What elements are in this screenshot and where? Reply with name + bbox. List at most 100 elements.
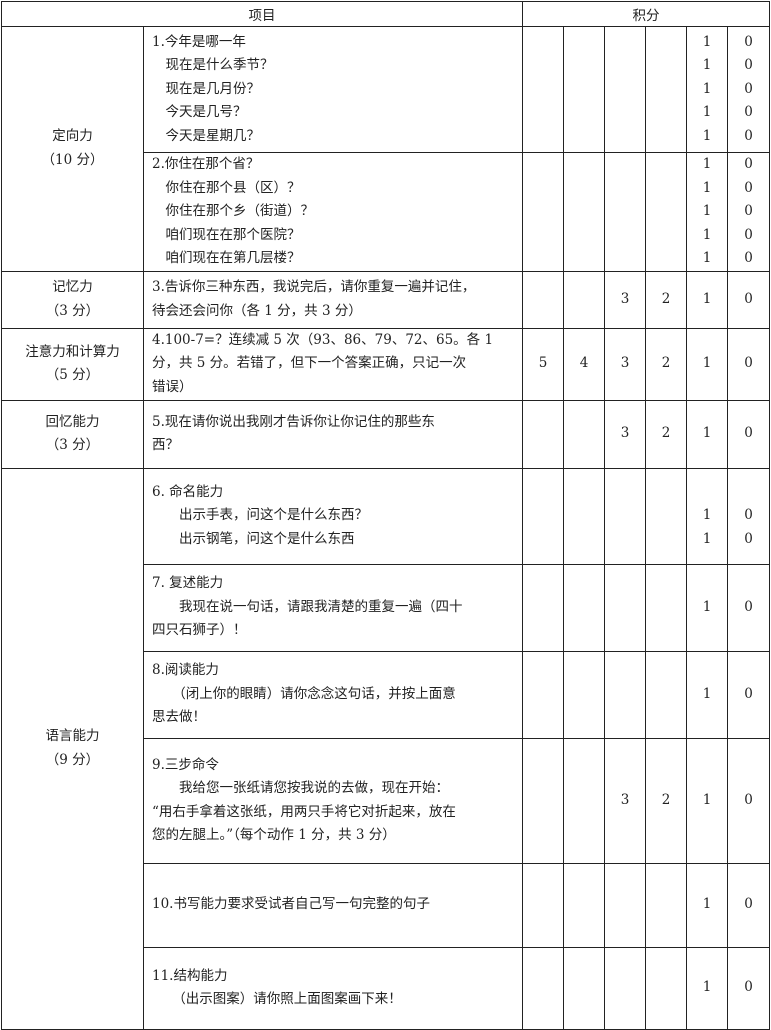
score-cell-1 <box>522 946 564 1030</box>
score-value: 1 <box>702 179 712 196</box>
score-cell-3 <box>604 563 646 652</box>
score-cell-6: 0 0 0 0 0 <box>726 152 771 272</box>
category-cell: 定向力 （10 分） <box>1 26 144 272</box>
score-cell-1 <box>522 152 564 272</box>
table-row: 注意力和计算力 （5 分） 4.100-7=？连续减 5 次（93、86、79、72… <box>1 327 771 401</box>
score-cell-1 <box>522 399 564 469</box>
score-cell-2 <box>563 737 605 864</box>
item-text-line: 待会还会问你（各 1 分，共 3 分） <box>152 302 362 319</box>
score-cell-4 <box>645 563 687 652</box>
score-value: 4 <box>579 355 589 372</box>
score-cell-6: 0 <box>726 737 771 864</box>
item-cell: 5.现在请你说出我刚才告诉你让你记住的那些东 西？ <box>143 399 523 469</box>
item-text-line: 咱们现在在第几层楼？ <box>152 250 301 266</box>
item-cell: 9.三步命令 我给您一张纸请您按我说的去做，现在开始： “用右手拿着这张纸，用两只… <box>143 737 523 864</box>
score-cell-3: 3 <box>604 327 646 401</box>
category-cell: 注意力和计算力 （5 分） <box>1 327 144 401</box>
score-cell-6: 0 <box>726 563 771 652</box>
score-value: 1 <box>702 104 712 121</box>
score-cell-1 <box>522 862 564 948</box>
table-row: 2.你住在那个省？ 你住在那个县（区）？ 你住在那个乡（街道）？ 咱们现在在那个… <box>2 152 771 272</box>
score-value: 2 <box>661 355 671 372</box>
score-cell-2 <box>563 152 605 272</box>
table-row: 11.结构能力 （出示图案）请你照上面图案画下来！ 1 0 <box>2 946 771 1030</box>
score-value: 0 <box>744 685 753 702</box>
score-value: 1 <box>702 355 712 372</box>
category-label: （9 分） <box>45 751 100 768</box>
item-text-line: “用右手拿着这张纸，用两只手将它对折起来，放在 <box>152 803 456 820</box>
score-value: 1 <box>702 979 712 996</box>
header-score: 积分 <box>521 1 771 27</box>
score-cell-1 <box>522 26 564 153</box>
score-cell-4: 2 <box>645 737 687 864</box>
score-value: 1 <box>702 896 712 913</box>
table-row: 回忆能力 （3 分） 5.现在请你说出我刚才告诉你让你记住的那些东 西？ 3 2 1 0 <box>1 399 771 469</box>
score-value: 0 <box>744 80 753 97</box>
score-cell-5: 1 <box>686 946 728 1030</box>
table-row: 记忆力 （3 分） 3.告诉你三种东西，我说完后，请你重复一遍并记住， 待会还会问你（… <box>1 270 771 329</box>
category-label: （10 分） <box>41 151 104 168</box>
score-cell-5: 1 <box>686 399 728 469</box>
item-text-line: 今天是星期几？ <box>152 127 260 144</box>
category-cell: 记忆力 （3 分） <box>1 270 144 329</box>
score-value: 0 <box>744 425 753 442</box>
score-cell-3 <box>604 152 646 272</box>
item-text-line: 11.结构能力 <box>152 967 228 984</box>
item-text-line: 出示手表，问这个是什么东西？ <box>152 507 368 524</box>
score-value: 0 <box>744 979 753 996</box>
score-value: 1 <box>702 33 712 50</box>
score-cell-4 <box>645 946 687 1030</box>
score-cell-3 <box>604 650 646 739</box>
item-text-line: 错误） <box>152 378 193 395</box>
score-cell-5: 1 1 1 1 1 <box>686 152 728 272</box>
category-label: （3 分） <box>45 437 100 453</box>
header-item: 项目 <box>1 1 523 27</box>
item-text-line: 您的左腿上。”（每个动作 1 分，共 3 分） <box>152 827 396 843</box>
score-value: 1 <box>702 598 712 615</box>
score-cell-2 <box>563 946 605 1030</box>
score-value: 0 <box>744 507 753 524</box>
item-cell: 3.告诉你三种东西，我说完后，请你重复一遍并记住， 待会还会问你（各 1 分，共 … <box>143 270 523 329</box>
score-value: 1 <box>702 127 712 144</box>
score-value: 3 <box>620 355 630 372</box>
score-cell-4: 2 <box>645 399 687 469</box>
score-value: 0 <box>744 290 753 307</box>
item-text-line: 5.现在请你说出我刚才告诉你让你记住的那些东 <box>152 413 435 430</box>
score-cell-5: 1 <box>686 327 728 401</box>
category-label: （5 分） <box>45 367 100 383</box>
score-cell-2 <box>563 270 605 329</box>
table-row: 7. 复述能力 我现在说一句话，请跟我清楚的重复一遍（四十 四只石狮子）！ 1 0 <box>2 563 771 652</box>
score-cell-1 <box>522 563 564 652</box>
score-cell-4 <box>645 467 687 565</box>
item-text-line: 分，共 5 分。若错了，但下一个答案正确，只记一次 <box>152 355 467 372</box>
category-label: 语言能力 <box>45 728 100 744</box>
item-text-line: 7. 复述能力 <box>152 575 224 592</box>
score-value: 0 <box>744 896 753 913</box>
score-cell-2: 4 <box>563 327 605 401</box>
item-text-line: 2.你住在那个省？ <box>152 156 260 172</box>
score-value: 1 <box>702 226 712 243</box>
category-label: （3 分） <box>45 302 100 319</box>
score-cell-3: 3 <box>604 399 646 469</box>
score-cell-2 <box>563 862 605 948</box>
item-cell: 6. 命名能力 出示手表，问这个是什么东西？ 出示钢笔，问这个是什么东西 <box>143 467 523 565</box>
item-text-line: 今天是几号？ <box>152 104 247 121</box>
item-text-line: 10.书写能力要求受试者自己写一句完整的句子 <box>152 896 430 913</box>
item-text-line: 你住在那个县（区）？ <box>152 179 301 196</box>
score-value: 1 <box>702 80 712 97</box>
table-row: 10.书写能力要求受试者自己写一句完整的句子 1 0 <box>2 862 771 948</box>
score-value: 5 <box>538 355 548 372</box>
item-text-line: 西？ <box>152 437 179 453</box>
item-cell: 7. 复述能力 我现在说一句话，请跟我清楚的重复一遍（四十 四只石狮子）！ <box>143 563 523 652</box>
score-cell-5: 1 <box>686 563 728 652</box>
item-text-line: 3.告诉你三种东西，我说完后，请你重复一遍并记住， <box>152 279 476 295</box>
item-text-line: 我现在说一句话，请跟我清楚的重复一遍（四十 <box>152 598 463 615</box>
score-value: 0 <box>744 791 753 808</box>
item-text-line: 我给您一张纸请您按我说的去做，现在开始： <box>152 780 449 796</box>
score-cell-6: 0 <box>726 946 771 1030</box>
score-cell-6: 0 <box>726 270 771 329</box>
item-text-line: 思去做！ <box>152 709 206 726</box>
score-value: 1 <box>702 791 712 808</box>
score-cell-5: 1 <box>686 737 728 864</box>
